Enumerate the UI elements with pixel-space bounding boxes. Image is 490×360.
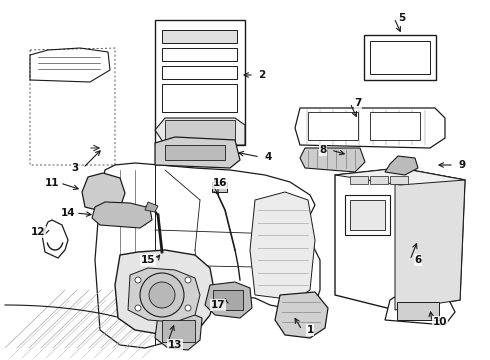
Bar [370, 112, 420, 140]
Polygon shape [335, 168, 465, 185]
Polygon shape [95, 163, 320, 348]
Bar [345, 195, 390, 235]
Text: 5: 5 [398, 13, 406, 23]
Circle shape [135, 305, 141, 311]
Bar [350, 176, 368, 184]
Text: 15: 15 [141, 255, 155, 265]
Text: 17: 17 [211, 300, 225, 310]
Text: 8: 8 [319, 145, 327, 155]
Circle shape [135, 277, 141, 283]
Polygon shape [92, 202, 152, 228]
Polygon shape [155, 118, 245, 145]
Text: 14: 14 [61, 208, 75, 218]
Polygon shape [155, 312, 202, 350]
Text: 12: 12 [31, 227, 45, 237]
Bar [350, 200, 385, 230]
Text: 1: 1 [306, 325, 314, 335]
Circle shape [185, 305, 191, 311]
Polygon shape [395, 168, 465, 310]
Bar [213, 290, 243, 310]
Text: 10: 10 [433, 317, 447, 327]
Polygon shape [275, 292, 328, 338]
Polygon shape [115, 250, 215, 335]
Bar [397, 302, 439, 320]
Bar [212, 182, 227, 192]
Bar [165, 145, 225, 160]
Text: 3: 3 [72, 163, 78, 173]
Text: 13: 13 [168, 340, 182, 350]
Text: 11: 11 [45, 178, 59, 188]
Polygon shape [385, 156, 418, 175]
Bar [370, 176, 388, 184]
Bar [162, 48, 237, 61]
Text: 16: 16 [213, 178, 227, 188]
Bar [162, 66, 237, 79]
Text: 2: 2 [258, 70, 266, 80]
Polygon shape [385, 295, 455, 325]
Circle shape [185, 277, 191, 283]
Circle shape [149, 282, 175, 308]
Bar [165, 120, 235, 142]
Polygon shape [295, 108, 445, 148]
Bar [370, 41, 430, 74]
Text: 6: 6 [415, 255, 421, 265]
Bar [162, 30, 237, 43]
Polygon shape [155, 137, 240, 168]
Polygon shape [300, 148, 365, 172]
Polygon shape [30, 48, 110, 82]
Circle shape [140, 273, 184, 317]
Text: 4: 4 [264, 152, 271, 162]
Bar [390, 176, 408, 184]
Polygon shape [145, 202, 158, 212]
Polygon shape [155, 20, 245, 145]
Bar [162, 84, 237, 112]
Bar [364, 35, 436, 80]
Text: 7: 7 [354, 98, 362, 108]
Text: 9: 9 [459, 160, 466, 170]
Polygon shape [42, 220, 68, 258]
Polygon shape [205, 282, 252, 318]
Bar [308, 112, 358, 140]
Polygon shape [335, 168, 465, 310]
Polygon shape [250, 192, 315, 300]
Bar [162, 320, 195, 342]
Polygon shape [82, 173, 125, 212]
Polygon shape [128, 268, 200, 322]
